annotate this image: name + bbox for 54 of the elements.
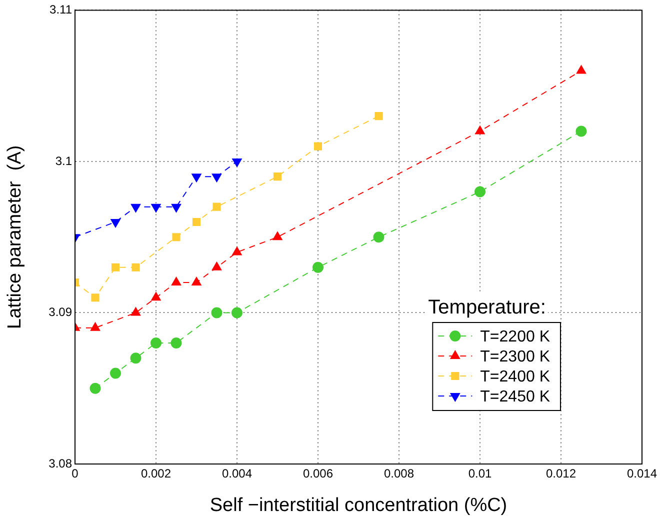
point xyxy=(212,174,222,182)
point xyxy=(373,232,384,243)
point xyxy=(374,112,383,120)
point xyxy=(576,126,587,137)
point xyxy=(272,232,282,240)
point xyxy=(474,186,486,198)
y-tick-label: 3.09 xyxy=(48,305,72,320)
y-axis-title: Lattice parameter (A) xyxy=(4,145,26,329)
point xyxy=(170,337,182,348)
legend-label: T=2400 K xyxy=(480,368,550,386)
point xyxy=(172,233,180,242)
legend-label: T=2450 K xyxy=(480,388,550,406)
x-tick-label: 0.014 xyxy=(626,466,658,481)
legend-label: T=2300 K xyxy=(480,348,550,366)
point xyxy=(130,352,142,364)
point xyxy=(273,172,282,181)
point xyxy=(110,218,120,228)
point xyxy=(212,262,222,270)
y-tick-label: 3.11 xyxy=(50,2,72,17)
legend-label: T=2200 K xyxy=(480,328,550,346)
y-tick-label: 3.08 xyxy=(48,456,72,470)
x-tick-label: 0.004 xyxy=(222,466,252,481)
point xyxy=(151,292,161,301)
point xyxy=(171,204,182,212)
x-tick-label: 0.002 xyxy=(140,466,172,481)
point xyxy=(130,307,141,316)
point xyxy=(91,294,100,302)
x-tick-label: 0.012 xyxy=(546,466,576,481)
point xyxy=(192,218,201,226)
point xyxy=(314,142,322,150)
point xyxy=(232,158,242,167)
point xyxy=(110,368,121,379)
point xyxy=(192,174,202,182)
point xyxy=(132,263,140,272)
x-tick-label: 0.01 xyxy=(468,466,492,481)
x-axis-title: Self −interstitial concentration (%C) xyxy=(210,494,508,516)
point xyxy=(130,204,141,212)
x-tick-label: 0.006 xyxy=(302,466,334,481)
x-tick-label: 0 xyxy=(72,466,79,481)
y-tick-label: 3.1 xyxy=(55,154,72,168)
x-tick-label: 0.008 xyxy=(384,466,414,481)
point xyxy=(150,337,162,348)
point xyxy=(231,307,242,318)
point xyxy=(90,382,101,394)
point xyxy=(312,262,324,273)
point xyxy=(111,263,120,272)
legend-title: Temperature: xyxy=(428,296,546,319)
point xyxy=(90,322,100,331)
point xyxy=(232,246,242,256)
point xyxy=(212,202,221,211)
point xyxy=(171,276,182,286)
point xyxy=(211,307,222,318)
point xyxy=(151,204,161,212)
point xyxy=(192,276,202,286)
